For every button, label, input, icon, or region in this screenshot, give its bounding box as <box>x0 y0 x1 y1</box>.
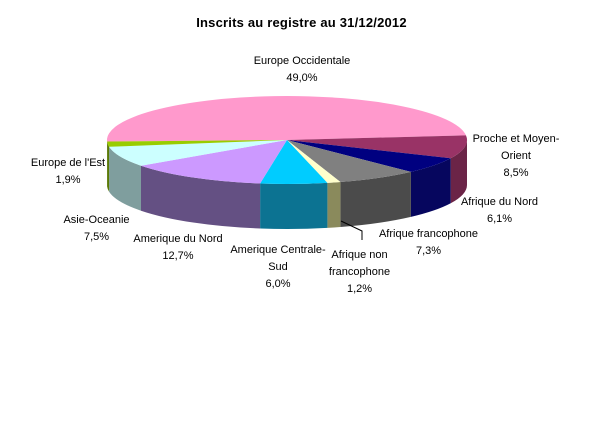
pie-slice-0[interactable] <box>106 96 466 142</box>
slice-pct: 1,9% <box>55 174 81 186</box>
slice-label-afrique-francophone: Afrique francophone 7,3% <box>366 226 491 260</box>
pie-slice-6[interactable] <box>141 140 287 184</box>
slice-label-text: Europe Occidentale <box>253 55 351 67</box>
slice-label-text: Amerique du Nord <box>133 233 223 245</box>
slice-label-text: Afrique francophone <box>378 228 479 240</box>
slice-label-amerique-du-nord: Amerique du Nord 12,7% <box>118 231 238 265</box>
slice-pct: 6,1% <box>486 213 513 225</box>
pie-slice-side-5 <box>260 182 328 230</box>
slice-label-europe-occidentale: Europe Occidentale 49,0% <box>217 53 387 87</box>
pie-slice-7[interactable] <box>109 140 287 166</box>
chart-title: Inscrits au registre au 31/12/2012 <box>196 15 407 30</box>
slice-label-text: Europe de l'Est <box>30 157 106 169</box>
pie-slice-side-6 <box>141 165 261 229</box>
pie-slice-8[interactable] <box>107 140 287 147</box>
slice-label-afrique-du-nord: Afrique du Nord 6,1% <box>437 194 562 228</box>
pie-slice-side-3 <box>340 171 411 227</box>
slice-pct: 49,0% <box>286 72 318 84</box>
pie-slice-side-2 <box>410 158 451 217</box>
slice-label-text: Amerique Centrale-Sud <box>230 244 326 273</box>
slice-pct: 8,5% <box>503 167 529 179</box>
slice-label-proche-et-moyen-orient: Proche et Moyen-Orient 8,5% <box>466 131 566 182</box>
slice-pct: 6,0% <box>265 278 291 290</box>
slice-pct: 7,5% <box>83 231 110 243</box>
slice-pct: 12,7% <box>162 250 194 262</box>
slice-label-afrique-non-francophone: Afrique non francophone 1,2% <box>317 247 402 298</box>
pie-slice-side-1 <box>450 140 467 204</box>
pie-slice-side-7 <box>109 146 141 211</box>
pie-slice-5[interactable] <box>260 140 328 185</box>
slice-pct: 1,2% <box>346 283 373 295</box>
slice-label-text: Asie-Oceanie <box>63 214 130 226</box>
pie-slice-4[interactable] <box>287 140 341 183</box>
pie-slice-1[interactable] <box>287 135 467 159</box>
slice-label-europe-de-l-est: Europe de l'Est 1,9% <box>17 155 119 189</box>
pie-slice-3[interactable] <box>287 140 411 182</box>
slice-label-amerique-centrale-sud: Amerique Centrale-Sud 6,0% <box>224 242 332 293</box>
slice-label-text: Afrique non francophone <box>328 249 391 278</box>
slice-pct: 7,3% <box>415 245 442 257</box>
slice-label-text: Proche et Moyen-Orient <box>472 133 560 162</box>
pie-slice-2[interactable] <box>287 140 451 172</box>
pie-slice-side-4 <box>327 182 341 228</box>
slice-label-asie-oceanie: Asie-Oceanie 7,5% <box>44 212 149 246</box>
pie-slice-side-8 <box>107 141 110 192</box>
leader-line-afrique-non-francophone <box>340 220 363 240</box>
slice-label-text: Afrique du Nord <box>460 196 539 208</box>
